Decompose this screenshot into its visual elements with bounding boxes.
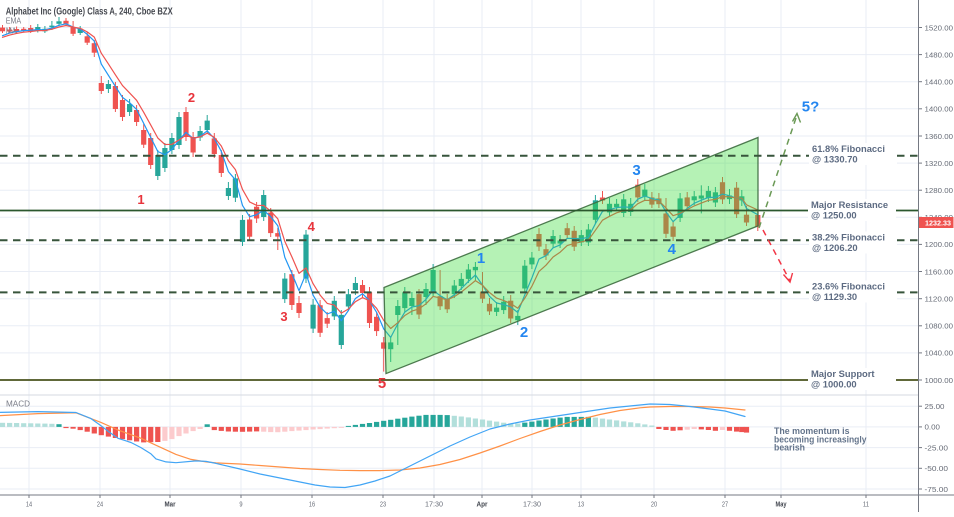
svg-text:1120.00: 1120.00 [925,295,954,304]
svg-text:MACD: MACD [6,399,30,409]
svg-text:61.8% Fibonacci: 61.8% Fibonacci [812,143,885,154]
svg-text:@ 1330.70: @ 1330.70 [812,154,858,165]
svg-text:3: 3 [280,309,287,324]
svg-text:1: 1 [477,250,485,267]
svg-text:1280.00: 1280.00 [925,186,954,195]
svg-text:2: 2 [188,90,195,105]
svg-text:23: 23 [380,499,386,508]
svg-text:9: 9 [239,499,242,508]
svg-text:@ 1206.20: @ 1206.20 [812,242,858,253]
svg-text:Alphabet Inc (Google) Class A,: Alphabet Inc (Google) Class A, 240, Cboe… [6,6,173,17]
svg-text:Major Support: Major Support [811,368,875,379]
svg-text:1160.00: 1160.00 [925,267,954,276]
svg-text:11: 11 [863,499,869,508]
svg-text:bearish: bearish [774,442,805,452]
svg-text:0.00: 0.00 [925,423,941,432]
svg-text:-50.00: -50.00 [925,464,949,473]
svg-text:1360.00: 1360.00 [925,132,954,141]
svg-text:1232.33: 1232.33 [925,219,951,228]
svg-text:14: 14 [26,499,32,508]
svg-text:1480.00: 1480.00 [925,50,954,59]
svg-text:1080.00: 1080.00 [925,322,954,331]
svg-text:25.00: 25.00 [925,402,945,411]
svg-text:20: 20 [651,499,657,508]
svg-text:2: 2 [520,324,528,341]
svg-text:27: 27 [722,499,728,508]
svg-text:Major Resistance: Major Resistance [811,199,888,210]
svg-text:1000.00: 1000.00 [925,376,954,385]
svg-text:23.6% Fibonacci: 23.6% Fibonacci [812,281,885,292]
svg-text:EMA: EMA [6,15,22,25]
svg-text:17:30: 17:30 [523,499,541,508]
svg-text:1520.00: 1520.00 [925,23,954,32]
svg-text:3: 3 [632,162,640,179]
svg-text:1200.00: 1200.00 [925,240,954,249]
svg-text:13: 13 [578,499,584,508]
svg-text:@ 1000.00: @ 1000.00 [811,379,857,390]
svg-text:5?: 5? [802,99,820,116]
svg-text:38.2% Fibonacci: 38.2% Fibonacci [812,232,885,243]
svg-text:1: 1 [137,192,144,207]
svg-text:1040.00: 1040.00 [925,349,954,358]
svg-text:1320.00: 1320.00 [925,159,954,168]
svg-text:-75.00: -75.00 [925,485,949,494]
svg-text:17:30: 17:30 [425,499,443,508]
svg-text:Mar: Mar [165,499,176,508]
svg-text:4: 4 [308,219,316,234]
svg-text:Apr: Apr [477,499,488,508]
svg-text:4: 4 [668,241,677,258]
svg-text:1440.00: 1440.00 [925,78,954,87]
svg-text:@ 1250.00: @ 1250.00 [811,210,857,221]
svg-text:1400.00: 1400.00 [925,105,954,114]
svg-text:24: 24 [97,499,103,508]
svg-text:May: May [776,499,788,508]
svg-text:MA: MA [6,26,17,36]
svg-text:@ 1129.30: @ 1129.30 [812,291,857,302]
svg-text:5: 5 [378,375,386,392]
svg-text:-25.00: -25.00 [925,443,949,452]
svg-text:16: 16 [309,499,315,508]
